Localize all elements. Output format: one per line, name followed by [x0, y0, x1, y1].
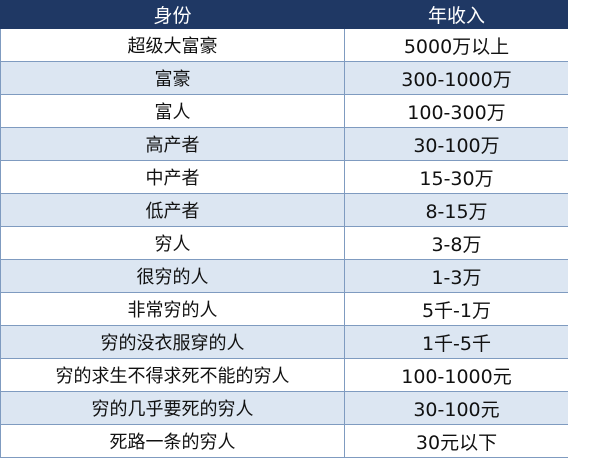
table-row: 穷人 3-8万 [0, 226, 568, 260]
table-row: 超级大富豪 5000万以上 [0, 28, 568, 62]
cell-identity: 非常穷的人 [0, 292, 345, 326]
page-margin [568, 0, 595, 462]
cell-income: 1-3万 [344, 259, 568, 293]
cell-income: 300-1000万 [344, 61, 568, 95]
table-row: 中产者 15-30万 [0, 160, 568, 194]
table-row: 很穷的人 1-3万 [0, 259, 568, 293]
cell-identity: 穷的求生不得求死不能的穷人 [0, 358, 345, 392]
cell-income: 100-300万 [344, 94, 568, 128]
table-header: 身份 年收入 [0, 0, 568, 29]
table-row: 非常穷的人 5千-1万 [0, 292, 568, 326]
table-row: 穷的求生不得求死不能的穷人 100-1000元 [0, 358, 568, 392]
header-income: 年收入 [344, 0, 568, 29]
cell-identity: 穷的没衣服穿的人 [0, 325, 345, 359]
table-row: 死路一条的穷人 30元以下 [0, 424, 568, 458]
cell-identity: 高产者 [0, 127, 345, 161]
table-row: 富人 100-300万 [0, 94, 568, 128]
table-row: 高产者 30-100万 [0, 127, 568, 161]
cell-identity: 穷人 [0, 226, 345, 260]
cell-income: 5000万以上 [344, 28, 568, 62]
cell-income: 30-100元 [344, 391, 568, 425]
header-identity: 身份 [0, 0, 345, 29]
income-table: 身份 年收入 超级大富豪 5000万以上 富豪 300-1000万 富人 100… [0, 0, 568, 458]
cell-identity: 很穷的人 [0, 259, 345, 293]
cell-identity: 低产者 [0, 193, 345, 227]
table-row: 穷的几乎要死的穷人 30-100元 [0, 391, 568, 425]
cell-identity: 富豪 [0, 61, 345, 95]
cell-identity: 超级大富豪 [0, 28, 345, 62]
cell-income: 5千-1万 [344, 292, 568, 326]
income-table-container: 身份 年收入 超级大富豪 5000万以上 富豪 300-1000万 富人 100… [0, 0, 568, 458]
cell-identity: 死路一条的穷人 [0, 424, 345, 458]
table-body: 超级大富豪 5000万以上 富豪 300-1000万 富人 100-300万 高… [0, 28, 568, 458]
cell-income: 1千-5千 [344, 325, 568, 359]
cell-income: 8-15万 [344, 193, 568, 227]
table-row: 低产者 8-15万 [0, 193, 568, 227]
table-row: 富豪 300-1000万 [0, 61, 568, 95]
table-row: 穷的没衣服穿的人 1千-5千 [0, 325, 568, 359]
cell-identity: 穷的几乎要死的穷人 [0, 391, 345, 425]
cell-income: 100-1000元 [344, 358, 568, 392]
cell-identity: 中产者 [0, 160, 345, 194]
cell-income: 30-100万 [344, 127, 568, 161]
cell-income: 3-8万 [344, 226, 568, 260]
cell-income: 30元以下 [344, 424, 568, 458]
cell-identity: 富人 [0, 94, 345, 128]
cell-income: 15-30万 [344, 160, 568, 194]
header-row: 身份 年收入 [0, 0, 568, 29]
